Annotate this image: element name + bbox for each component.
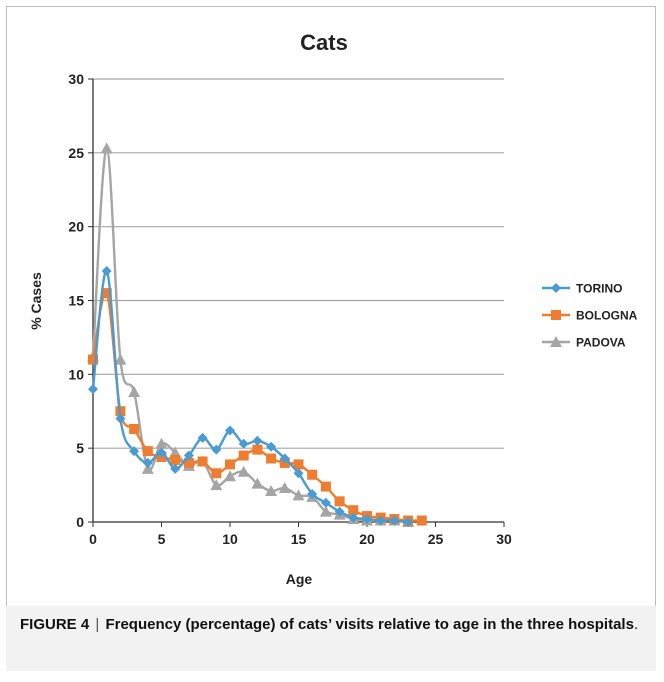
data-point-torino-4 (142, 457, 153, 468)
data-point-bologna-19 (348, 505, 359, 516)
series-padova (87, 142, 415, 527)
data-point-torino-1 (101, 265, 112, 276)
data-point-bologna-6 (170, 454, 181, 465)
data-point-bologna-16 (307, 469, 318, 480)
y-tick-label-20: 20 (68, 219, 84, 235)
data-point-padova-13 (265, 484, 278, 496)
x-tick-label-10: 10 (222, 531, 238, 547)
data-point-torino-16 (307, 488, 318, 499)
data-point-torino-12 (252, 435, 263, 446)
data-point-torino-6 (170, 463, 181, 474)
legend: TORINO BOLOGNA PADOVA (542, 282, 638, 350)
legend-marker-padova (550, 336, 562, 347)
data-point-padova-12 (251, 477, 264, 489)
data-point-padova-9 (210, 479, 223, 491)
x-tick-label-15: 15 (291, 531, 307, 547)
data-point-padova-2 (114, 353, 127, 365)
data-point-bologna-7 (183, 457, 194, 468)
data-point-bologna-4 (142, 446, 153, 457)
data-point-padova-5 (155, 437, 168, 449)
y-axis-label: % Cases (28, 272, 44, 330)
data-point-bologna-3 (129, 423, 140, 434)
data-point-torino-14 (279, 453, 290, 464)
y-tick-labels: 0 5 10 15 20 25 30 (68, 71, 84, 530)
data-point-bologna-18 (334, 496, 345, 507)
data-point-bologna-8 (197, 456, 208, 467)
data-point-bologna-24 (416, 515, 427, 526)
grid-lines (93, 78, 504, 449)
data-point-torino-7 (183, 450, 194, 461)
data-point-bologna-0 (88, 354, 98, 365)
data-point-torino-20 (362, 514, 372, 525)
series-line-padova (91, 147, 409, 524)
data-point-bologna-10 (225, 459, 235, 470)
figure-caption: FIGURE 4 | Frequency (percentage) of cat… (6, 606, 656, 671)
legend-item-bologna: BOLOGNA (542, 309, 638, 323)
data-point-padova-1 (100, 142, 113, 154)
chart-title: Cats (300, 30, 348, 55)
data-point-torino-22 (389, 515, 400, 526)
x-tick-label-0: 0 (89, 531, 97, 547)
legend-marker-bologna (551, 310, 561, 320)
data-point-torino-2 (115, 413, 126, 424)
data-point-torino-3 (129, 446, 140, 457)
data-point-padova-15 (292, 489, 305, 501)
legend-label-bologna: BOLOGNA (576, 309, 638, 323)
data-point-torino-13 (266, 441, 277, 452)
data-point-padova-11 (237, 465, 250, 477)
data-point-torino-0 (88, 384, 98, 395)
data-point-torino-23 (403, 517, 414, 527)
legend-label-torino: TORINO (576, 282, 622, 296)
legend-item-padova: PADOVA (542, 336, 626, 350)
x-tick-labels: 0 5 10 15 20 25 30 (89, 531, 512, 547)
y-tick-label-0: 0 (76, 514, 84, 530)
data-point-torino-10 (225, 425, 235, 436)
data-point-bologna-17 (320, 481, 331, 492)
data-point-padova-10 (224, 470, 236, 482)
data-point-bologna-9 (211, 468, 222, 479)
y-tick-label-25: 25 (68, 145, 84, 161)
series-layer (87, 142, 427, 527)
y-tick-label-15: 15 (68, 293, 84, 309)
caption-text: Frequency (percentage) of cats’ visits r… (105, 616, 634, 633)
caption-end: . (633, 616, 639, 633)
data-point-torino-11 (238, 438, 249, 449)
data-point-bologna-11 (238, 450, 249, 461)
data-point-padova-14 (278, 482, 291, 494)
x-tick-label-30: 30 (496, 531, 512, 547)
series-line-torino (91, 269, 409, 524)
series-bologna (88, 288, 427, 526)
data-point-torino-9 (211, 444, 222, 455)
axes (88, 78, 505, 527)
series-torino (88, 265, 414, 527)
data-point-torino-5 (156, 447, 167, 458)
caption-separator: | (95, 616, 100, 633)
data-point-torino-8 (197, 432, 208, 443)
caption-label: FIGURE 4 (20, 616, 90, 633)
data-point-padova-3 (128, 386, 141, 398)
data-point-torino-19 (348, 512, 359, 523)
legend-label-padova: PADOVA (576, 336, 626, 350)
data-point-bologna-12 (252, 444, 263, 455)
data-point-bologna-13 (266, 453, 277, 464)
x-axis-label: Age (286, 571, 313, 587)
y-tick-label-30: 30 (68, 71, 84, 87)
data-point-torino-17 (320, 497, 331, 508)
legend-marker-torino (551, 283, 561, 293)
data-point-padova-4 (141, 462, 154, 474)
x-tick-label-5: 5 (158, 531, 166, 547)
data-point-bologna-1 (101, 288, 112, 299)
x-tick-label-20: 20 (359, 531, 375, 547)
data-point-padova-17 (319, 505, 332, 517)
x-tick-label-25: 25 (428, 531, 444, 547)
legend-item-torino: TORINO (542, 282, 622, 296)
data-point-padova-6 (169, 446, 182, 458)
data-point-torino-21 (375, 515, 386, 526)
y-tick-label-10: 10 (68, 366, 84, 382)
y-tick-label-5: 5 (76, 440, 84, 456)
data-point-torino-15 (293, 468, 304, 479)
data-point-torino-18 (334, 506, 345, 517)
chart: Cats 0 5 10 15 20 25 30 0 5 10 15 20 25 30 % Cases A… (28, 30, 638, 587)
data-point-bologna-15 (293, 459, 304, 470)
